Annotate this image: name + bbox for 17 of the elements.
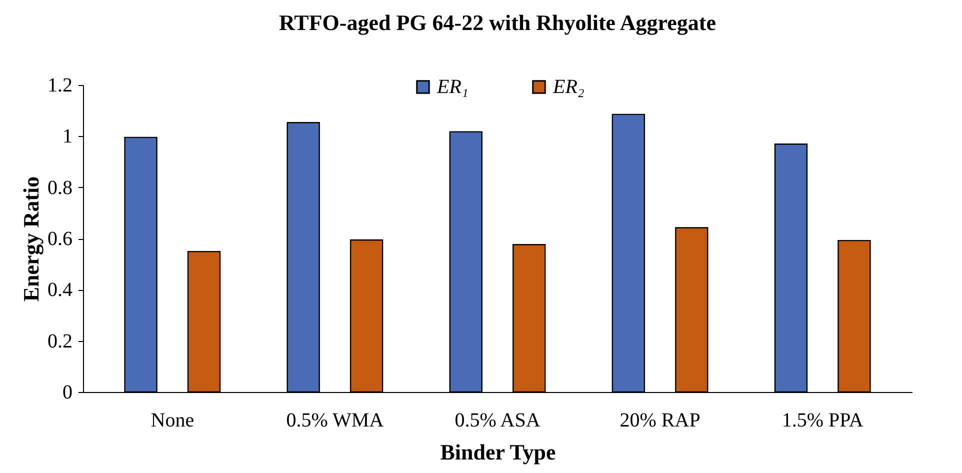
y-tick-label: 0.4 [48,279,72,302]
x-tick-label: 0.5% ASA [454,410,541,432]
legend-label: ER₂ [552,76,584,98]
y-axis-title: Energy Ratio [18,176,44,302]
y-tick-label: 0.2 [48,330,72,352]
x-axis-title: Binder Type [440,440,556,464]
y-tick-label: 0.6 [48,228,72,250]
x-tick-label: 20% RAP [620,410,700,432]
chart-title: RTFO-aged PG 64-22 with Rhyolite Aggregate [279,10,716,35]
x-tick-label: 1.5% PPA [782,410,864,432]
x-tick-label: None [150,410,194,432]
y-tick-label: 0.8 [48,176,72,199]
legend-label: ER₁ [436,76,468,98]
x-tick-label: 0.5% WMA [286,410,384,432]
y-tick-label: 1.2 [48,74,72,96]
y-tick-label: 1 [62,126,72,148]
y-tick-label: 0 [62,382,72,404]
